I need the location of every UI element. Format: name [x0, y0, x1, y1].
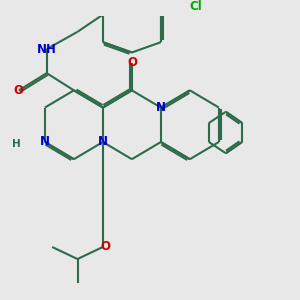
Text: N: N [40, 136, 50, 148]
Text: O: O [14, 84, 24, 97]
Text: N: N [98, 136, 108, 148]
Text: Cl: Cl [189, 0, 202, 13]
Text: O: O [101, 241, 111, 254]
Text: O: O [127, 56, 137, 69]
Text: NH: NH [37, 43, 57, 56]
Text: N: N [156, 101, 166, 114]
Text: H: H [11, 139, 20, 149]
